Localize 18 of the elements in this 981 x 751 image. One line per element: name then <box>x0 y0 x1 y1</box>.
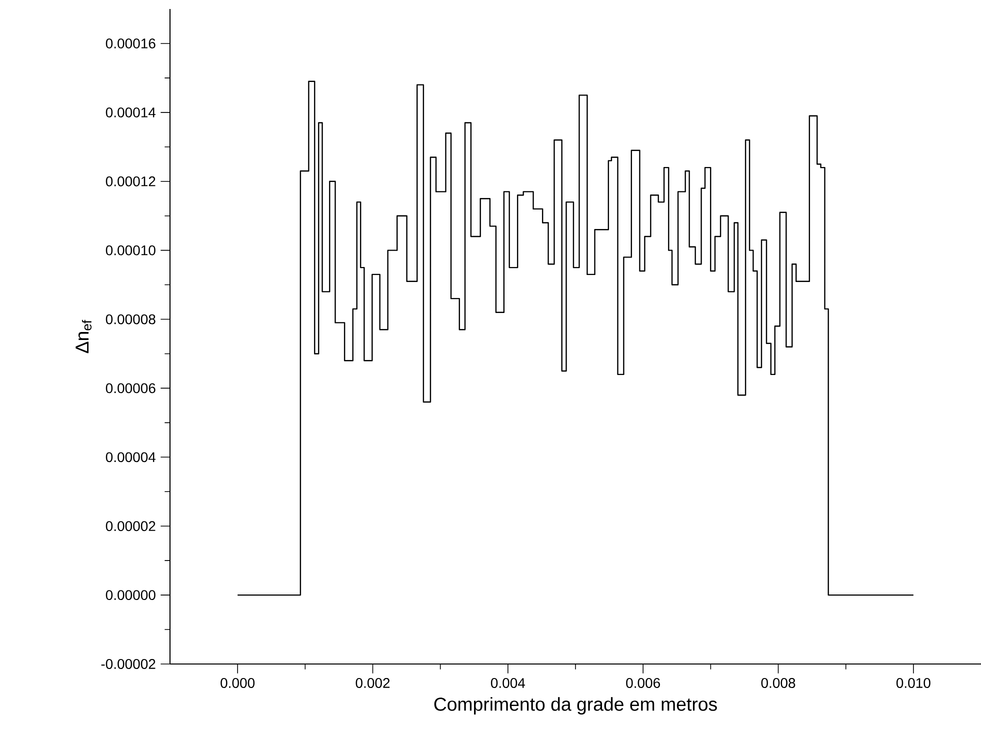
x-tick-label: 0.004 <box>490 678 526 688</box>
y-tick-label: 0.00014 <box>106 107 156 118</box>
x-tick-label: 0.002 <box>356 678 390 688</box>
x-tick-label: 0.000 <box>220 678 255 688</box>
y-tick-label: 0.00006 <box>106 383 156 394</box>
x-tick-label: 0.006 <box>626 678 660 688</box>
y-tick-label: 0.00012 <box>106 176 156 186</box>
y-tick-label: 0.00016 <box>106 38 156 48</box>
x-tick-label: 0.010 <box>896 678 930 688</box>
y-axis-title: Δn$_{ef}$ <box>76 320 92 354</box>
x-axis-title: Comprimento da grade em metros <box>434 697 717 715</box>
y-tick-label: 0.00010 <box>106 245 156 256</box>
x-tick-label: 0.008 <box>761 678 796 688</box>
y-tick-label: 0.00008 <box>106 314 156 324</box>
y-tick-label: 0.00004 <box>106 452 156 462</box>
y-tick-label: 0.00002 <box>106 521 156 532</box>
y-tick-label: -0.00002 <box>101 659 156 669</box>
y-tick-label: 0.00000 <box>106 590 156 600</box>
